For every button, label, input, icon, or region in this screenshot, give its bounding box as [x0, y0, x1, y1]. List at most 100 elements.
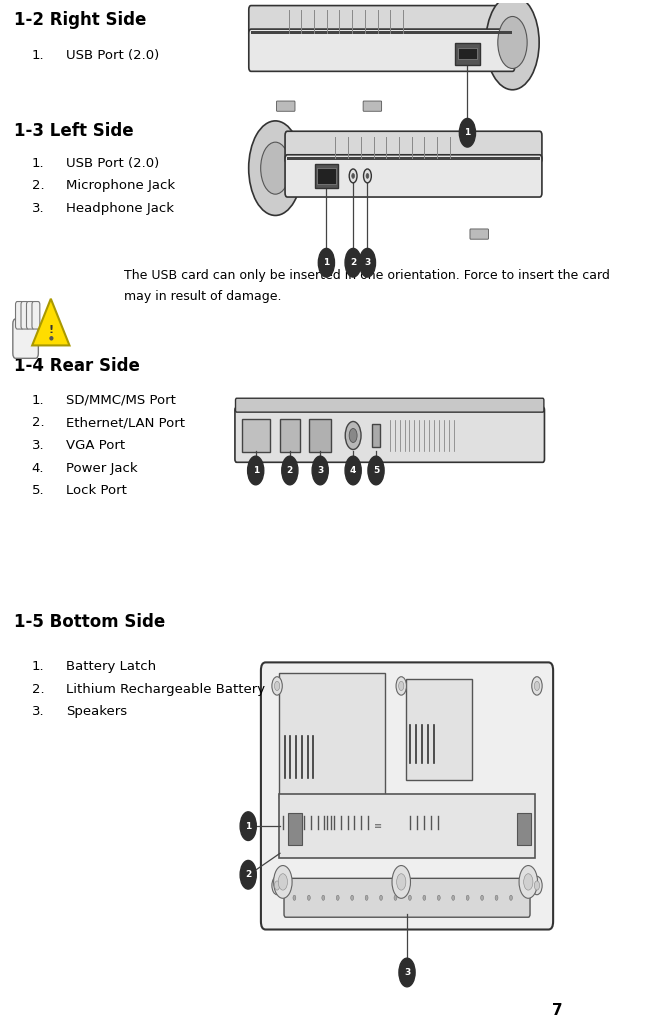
Circle shape	[452, 895, 455, 900]
Text: 3.: 3.	[32, 202, 44, 215]
FancyBboxPatch shape	[457, 47, 477, 60]
Circle shape	[399, 958, 415, 987]
Circle shape	[322, 895, 325, 900]
Text: Speakers: Speakers	[66, 705, 127, 718]
Circle shape	[392, 865, 410, 898]
Circle shape	[318, 248, 335, 277]
Circle shape	[423, 895, 426, 900]
FancyBboxPatch shape	[32, 301, 40, 329]
Text: Lock Port: Lock Port	[66, 484, 127, 497]
FancyBboxPatch shape	[363, 101, 382, 111]
Circle shape	[351, 895, 353, 900]
Text: 1.: 1.	[32, 660, 44, 673]
Text: 1.: 1.	[32, 394, 44, 406]
Circle shape	[274, 881, 280, 890]
Circle shape	[272, 877, 282, 894]
Text: Battery Latch: Battery Latch	[66, 660, 156, 673]
FancyBboxPatch shape	[285, 132, 542, 163]
Circle shape	[396, 677, 406, 696]
Circle shape	[359, 248, 375, 277]
FancyBboxPatch shape	[251, 31, 512, 34]
Text: ≡: ≡	[374, 821, 382, 831]
Text: !: !	[48, 325, 54, 334]
FancyBboxPatch shape	[21, 301, 29, 329]
FancyBboxPatch shape	[372, 424, 380, 448]
FancyBboxPatch shape	[287, 157, 540, 161]
Circle shape	[274, 681, 280, 690]
Circle shape	[293, 895, 296, 900]
Circle shape	[394, 895, 397, 900]
Text: USB Port (2.0): USB Port (2.0)	[66, 156, 160, 170]
FancyBboxPatch shape	[314, 164, 338, 187]
FancyBboxPatch shape	[235, 398, 544, 413]
Text: 3: 3	[404, 968, 410, 977]
FancyBboxPatch shape	[284, 879, 530, 917]
Text: 1-4 Rear Side: 1-4 Rear Side	[15, 357, 140, 376]
Circle shape	[498, 16, 527, 69]
Circle shape	[308, 895, 310, 900]
Circle shape	[312, 456, 328, 485]
Text: The USB card can only be inserted in one orientation. Force to insert the card: The USB card can only be inserted in one…	[124, 270, 610, 282]
Text: Microphone Jack: Microphone Jack	[66, 179, 176, 192]
Circle shape	[459, 118, 475, 147]
FancyBboxPatch shape	[279, 794, 535, 858]
Text: 1: 1	[245, 821, 251, 830]
Circle shape	[349, 169, 357, 183]
FancyBboxPatch shape	[517, 813, 531, 845]
Circle shape	[481, 895, 483, 900]
FancyBboxPatch shape	[317, 168, 336, 183]
Circle shape	[486, 0, 539, 90]
Text: 1-3 Left Side: 1-3 Left Side	[15, 121, 134, 140]
Circle shape	[278, 874, 288, 890]
Text: 2: 2	[286, 466, 293, 475]
Text: 2: 2	[350, 258, 356, 268]
Text: may in result of damage.: may in result of damage.	[124, 289, 282, 303]
Text: 1.: 1.	[32, 49, 44, 62]
FancyBboxPatch shape	[279, 673, 385, 799]
Circle shape	[519, 865, 538, 898]
FancyBboxPatch shape	[455, 42, 480, 65]
Circle shape	[495, 895, 498, 900]
Circle shape	[247, 456, 264, 485]
FancyBboxPatch shape	[27, 301, 34, 329]
Text: 7: 7	[552, 1003, 563, 1018]
Circle shape	[349, 428, 357, 442]
Text: SD/MMC/MS Port: SD/MMC/MS Port	[66, 394, 176, 406]
Circle shape	[336, 895, 339, 900]
Circle shape	[534, 681, 540, 690]
Circle shape	[274, 865, 292, 898]
Text: ●: ●	[48, 335, 53, 341]
Circle shape	[240, 860, 257, 889]
Circle shape	[366, 174, 369, 178]
Circle shape	[363, 169, 371, 183]
Text: 1.: 1.	[32, 156, 44, 170]
Text: 1-5 Bottom Side: 1-5 Bottom Side	[15, 613, 166, 631]
Text: 4: 4	[350, 466, 356, 475]
Circle shape	[352, 174, 355, 178]
Text: 4.: 4.	[32, 462, 44, 474]
Circle shape	[249, 120, 302, 215]
Circle shape	[365, 895, 368, 900]
FancyBboxPatch shape	[280, 419, 300, 452]
Circle shape	[524, 874, 533, 890]
Text: 1: 1	[253, 466, 259, 475]
FancyBboxPatch shape	[249, 5, 514, 37]
Text: 1: 1	[464, 129, 471, 137]
Circle shape	[438, 895, 440, 900]
FancyBboxPatch shape	[235, 407, 544, 462]
Text: Lithium Rechargeable Battery: Lithium Rechargeable Battery	[66, 682, 265, 696]
FancyBboxPatch shape	[285, 154, 542, 197]
FancyBboxPatch shape	[276, 101, 295, 111]
Text: Headphone Jack: Headphone Jack	[66, 202, 174, 215]
Circle shape	[240, 812, 257, 841]
Circle shape	[282, 456, 298, 485]
Circle shape	[368, 456, 384, 485]
FancyBboxPatch shape	[15, 301, 23, 329]
Circle shape	[398, 681, 404, 690]
Circle shape	[345, 422, 361, 450]
FancyBboxPatch shape	[13, 319, 38, 358]
FancyBboxPatch shape	[249, 29, 514, 71]
Text: 1-2 Right Side: 1-2 Right Side	[15, 11, 147, 29]
Circle shape	[345, 248, 361, 277]
Text: 3.: 3.	[32, 705, 44, 718]
